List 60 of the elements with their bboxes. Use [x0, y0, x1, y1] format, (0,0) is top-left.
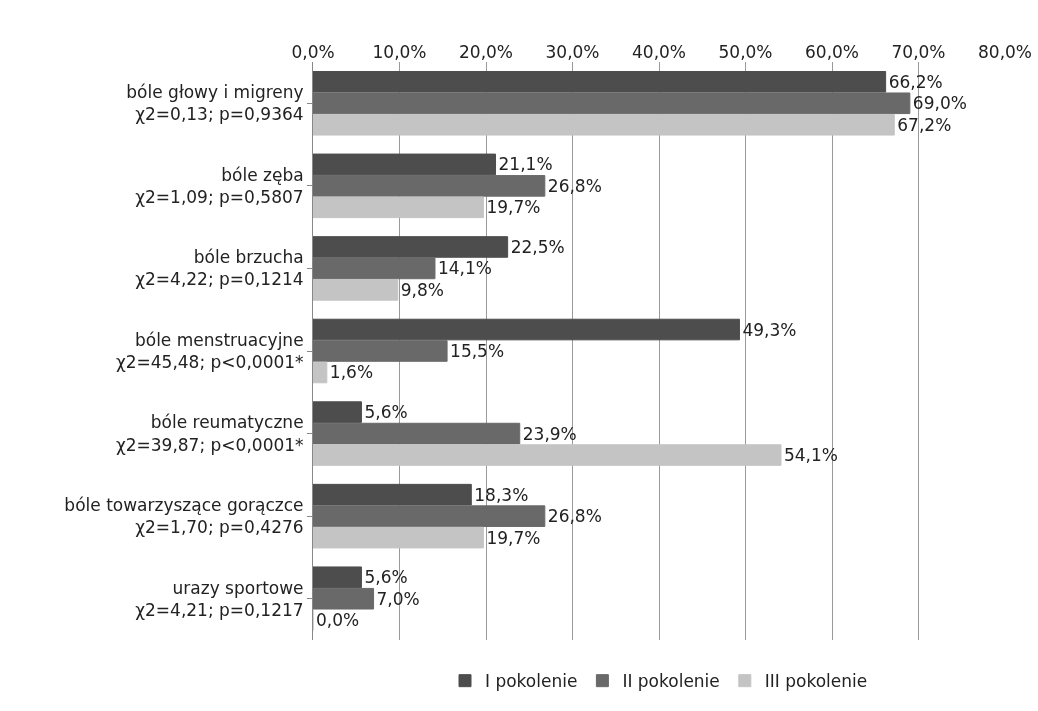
x-tick-label: 50,0% — [718, 41, 773, 62]
data-label: 5,6% — [364, 567, 408, 588]
data-label: 67,2% — [897, 114, 952, 135]
bar — [313, 175, 546, 197]
bar — [313, 483, 472, 506]
y-tick-label: bóle towarzyszące gorączce χ2=1,70; p=0,4276 — [64, 495, 304, 538]
data-label: 66,2% — [888, 71, 943, 92]
y-tick-label: urazy sportowe χ2=4,21; p=0,1217 — [135, 577, 304, 620]
x-tick-label: 20,0% — [458, 41, 514, 62]
data-label: 7,0% — [376, 588, 420, 609]
data-label: 49,3% — [742, 319, 797, 340]
data-label: 26,8% — [547, 506, 602, 527]
bar — [313, 257, 436, 280]
x-tick-label: 30,0% — [545, 41, 600, 62]
bar — [313, 92, 911, 115]
data-label: 9,8% — [400, 279, 444, 300]
bar — [313, 401, 362, 423]
x-tick-label: 60,0% — [804, 41, 860, 62]
y-tick-label: bóle zęba χ2=1,09; p=0,5807 — [135, 164, 304, 207]
bar — [313, 361, 328, 384]
data-label: 54,1% — [783, 445, 838, 466]
x-tick-label: 0,0% — [291, 41, 335, 62]
bar — [313, 236, 509, 258]
bar — [313, 422, 521, 445]
bar — [313, 340, 448, 362]
legend-label: I pokolenie — [485, 671, 578, 692]
bar — [313, 566, 362, 589]
data-label: 5,6% — [364, 402, 408, 423]
data-label: 19,7% — [486, 527, 541, 548]
data-label: 22,5% — [510, 236, 565, 257]
legend-label: III pokolenie — [764, 671, 868, 692]
legend-label: II pokolenie — [622, 671, 720, 692]
data-label: 15,5% — [450, 341, 505, 361]
bar — [313, 196, 484, 219]
bar — [313, 113, 895, 136]
y-tick-label: bóle głowy i migreny χ2=0,13; p=0,9364 — [126, 82, 304, 125]
x-tick-label: 80,0% — [977, 41, 1033, 62]
data-label: 0,0% — [316, 610, 360, 631]
data-label: 14,1% — [437, 258, 492, 279]
x-tick-label: 70,0% — [891, 41, 946, 62]
data-label: 69,0% — [912, 93, 967, 114]
data-label: 1,6% — [329, 362, 374, 383]
x-tick-label: 10,0% — [372, 41, 427, 62]
data-label: 18,3% — [474, 484, 529, 505]
y-tick-label: bóle menstruacyjne χ2=45,48; p<0,0001* — [115, 329, 304, 372]
y-tick-label: bóle brzucha χ2=4,22; p=0,1214 — [135, 247, 304, 290]
y-tick-label: bóle reumatyczne χ2=39,87; p<0,0001* — [115, 412, 304, 455]
bar — [313, 71, 887, 93]
data-label: 21,1% — [498, 154, 553, 175]
bar — [313, 318, 740, 341]
data-label: 26,8% — [547, 175, 602, 196]
data-label: 23,9% — [522, 423, 577, 444]
data-label: 19,7% — [486, 197, 541, 218]
bar — [313, 153, 497, 176]
x-tick-label: 40,0% — [631, 41, 687, 62]
bar — [313, 526, 484, 549]
bar — [313, 444, 782, 466]
bar — [313, 587, 375, 610]
bar — [313, 279, 399, 301]
bar — [313, 505, 546, 527]
